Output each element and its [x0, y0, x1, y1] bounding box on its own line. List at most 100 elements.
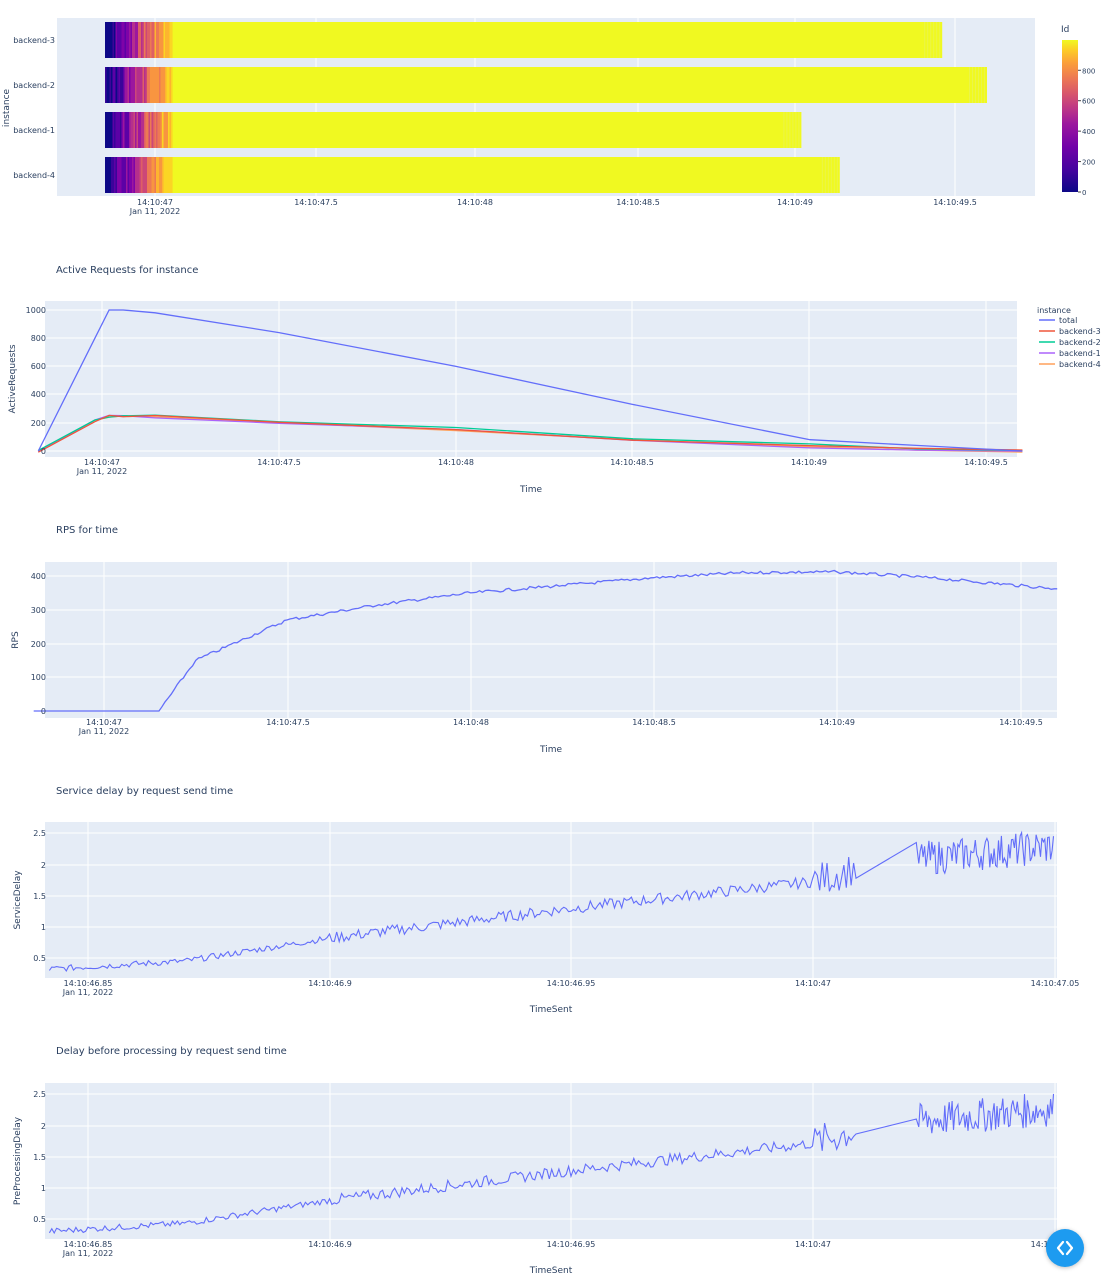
service-gridlines: [45, 822, 1057, 978]
timeline-bar-stripe: [168, 157, 170, 193]
code-toggle-button[interactable]: [1046, 1229, 1084, 1267]
timeline-bar-stripe: [141, 112, 143, 148]
preproc-plot-bg: [45, 1083, 1057, 1239]
rps-y-tick: 0: [41, 707, 46, 716]
timeline-bar-stripe: [129, 112, 131, 148]
timeline-bar-stripe: [135, 67, 137, 103]
timeline-bar-stripe: [159, 112, 161, 148]
timeline-bar-stripe: [126, 112, 128, 148]
timeline-bar-stripe: [105, 67, 107, 103]
timeline-bar-stripe: [118, 67, 121, 103]
timeline-bar-stripe: [162, 67, 164, 103]
timeline-bar-stripe: [127, 157, 130, 193]
timeline-bar-stripe: [129, 22, 131, 58]
active-y-tick: 1000: [26, 306, 46, 315]
timeline-bar-stripe: [148, 157, 151, 193]
active-series-lines: [37, 309, 1023, 453]
timeline-bar-stripe: [154, 67, 157, 103]
rps-chart-title: RPS for time: [56, 525, 118, 536]
timeline-bar-stripe: [111, 157, 113, 193]
timeline-bar-stripe: [151, 67, 154, 103]
timeline-bar-stripe: [136, 22, 139, 58]
timeline-bar-stripe: [154, 22, 157, 58]
timeline-bar-stripe: [153, 112, 155, 148]
timeline-bar-stripe: [136, 157, 139, 193]
active-x-tick-label: 14:10:49: [791, 458, 827, 467]
timeline-bar-stripe: [145, 112, 148, 148]
preproc-y-tick: 2: [41, 1122, 46, 1131]
timeline-x-tick-date: Jan 11, 2022: [129, 207, 181, 216]
legend-item[interactable]: backend-3: [1039, 327, 1101, 336]
timeline-bar-stripe: [115, 67, 118, 103]
timeline-bar-stripe: [117, 22, 119, 58]
timeline-row-labels: backend-3 backend-2 backend-1 backend-4: [13, 36, 55, 180]
timeline-bar-stripe: [112, 157, 115, 193]
timeline-bar-stripe: [120, 112, 122, 148]
timeline-bar-stripe: [162, 112, 164, 148]
timeline-bar-stripe: [171, 112, 173, 148]
timeline-bar-stripe: [142, 67, 145, 103]
active-line-total: [37, 309, 1023, 452]
timeline-bar-stripe: [821, 157, 823, 193]
timeline-bar-stripe: [154, 157, 157, 193]
legend-item[interactable]: backend-2: [1039, 338, 1101, 347]
timeline-bar-stripe: [123, 22, 125, 58]
timeline-y-axis-label: instance: [2, 88, 12, 127]
legend-item[interactable]: backend-4: [1039, 360, 1101, 369]
timeline-bar-stripe: [111, 22, 113, 58]
timeline-bar-stripe: [126, 157, 128, 193]
timeline-bar-stripe: [111, 112, 113, 148]
service-y-tick: 1.5: [33, 892, 46, 901]
timeline-bar-stripe: [108, 22, 110, 58]
timeline-bar: [105, 157, 840, 193]
timeline-bar-stripe: [109, 157, 112, 193]
timeline-bar-stripe: [115, 112, 118, 148]
legend-item[interactable]: total: [1039, 316, 1077, 325]
preproc-x-tick-label: 14:10:46.9: [308, 1240, 352, 1249]
timeline-bar-stripe: [160, 67, 163, 103]
timeline-bar-stripe: [169, 112, 172, 148]
timeline-bar-stripe: [154, 112, 157, 148]
preproc-x-axis-label: TimeSent: [529, 1266, 573, 1276]
rps-x-tick-label: 14:10:47: [86, 718, 122, 727]
preproc-gridlines: [45, 1083, 1057, 1239]
active-y-ticks: 0 200 400 600 800 1000: [26, 306, 46, 456]
timeline-x-tick-label: 14:10:47: [137, 198, 173, 207]
timeline-bar-stripe: [163, 22, 166, 58]
rps-y-tick: 300: [31, 606, 46, 615]
legend-item[interactable]: backend-1: [1039, 349, 1101, 358]
timeline-bar-stripe: [106, 112, 109, 148]
timeline-bar-stripe: [147, 157, 149, 193]
timeline-bar-stripe: [150, 67, 152, 103]
timeline-bar-stripe: [108, 67, 110, 103]
timeline-bar-stripe: [147, 22, 149, 58]
timeline-bar-stripe: [166, 112, 169, 148]
timeline-bar-stripe: [112, 67, 115, 103]
timeline-bar-stripe: [153, 22, 155, 58]
timeline-bar-stripe: [138, 67, 140, 103]
timeline-bar-stripe: [133, 22, 136, 58]
active-x-tick-label: 14:10:47: [84, 458, 120, 467]
colorbar-tick-label: 600: [1082, 98, 1095, 106]
rps-x-tick-label: 14:10:48: [453, 718, 489, 727]
colorbar-tick-label: 200: [1082, 159, 1095, 167]
timeline-bar-stripe: [127, 112, 130, 148]
timeline-bar-stripe: [165, 112, 167, 148]
preproc-y-ticks: 0.5 1 1.5 2 2.5: [33, 1090, 46, 1224]
timeline-bar-stripe: [120, 22, 122, 58]
timeline-bar-stripe: [165, 22, 167, 58]
timeline-bar-stripe: [162, 157, 164, 193]
rps-y-tick: 200: [31, 640, 46, 649]
legend-title: instance: [1037, 306, 1071, 315]
timeline-bar-stripe: [159, 67, 161, 103]
timeline-bar-stripe: [135, 112, 137, 148]
timeline-bar-stripe: [130, 112, 133, 148]
rps-x-axis-label: Time: [539, 745, 562, 755]
timeline-row-label: backend-3: [13, 36, 55, 45]
